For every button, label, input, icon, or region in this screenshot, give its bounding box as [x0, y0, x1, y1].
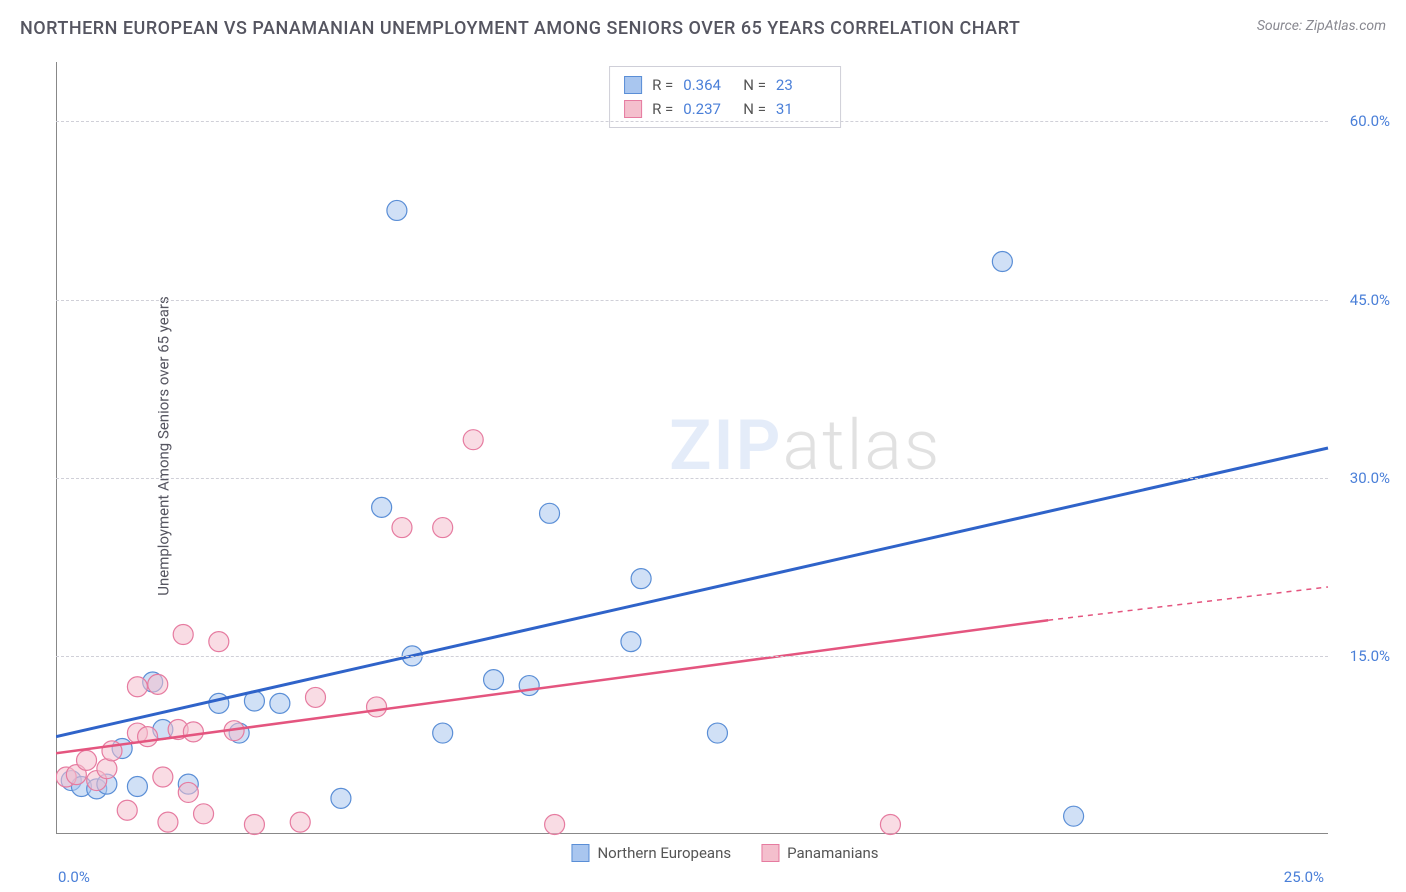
r-value-0: 0.364 [683, 73, 733, 97]
data-point [519, 676, 539, 696]
legend-label-1: Panamanians [787, 844, 878, 862]
legend-label-0: Northern Europeans [597, 844, 731, 862]
data-point [183, 722, 203, 742]
gridline [56, 121, 1328, 122]
data-point [540, 503, 560, 523]
swatch-bottom-0 [571, 844, 589, 862]
data-point [290, 812, 310, 832]
data-point [1064, 806, 1084, 826]
data-point [367, 697, 387, 717]
data-point [305, 687, 325, 707]
r-label: R = [652, 73, 673, 97]
data-point [372, 497, 392, 517]
data-point [158, 812, 178, 832]
correlation-legend: R = 0.364 N = 23 R = 0.237 N = 31 [609, 66, 841, 128]
scatter-plot-svg [56, 62, 1394, 862]
data-point [244, 814, 264, 834]
data-point [173, 624, 193, 644]
data-point [178, 782, 198, 802]
chart-title: NORTHERN EUROPEAN VS PANAMANIAN UNEMPLOY… [20, 18, 1020, 39]
y-tick: 30.0% [1350, 469, 1390, 487]
data-point [463, 430, 483, 450]
r-value-1: 0.237 [683, 97, 733, 121]
gridline [56, 656, 1328, 657]
data-point [127, 776, 147, 796]
data-point [270, 693, 290, 713]
chart-header: NORTHERN EUROPEAN VS PANAMANIAN UNEMPLOY… [0, 0, 1406, 49]
data-point [387, 200, 407, 220]
swatch-series-0 [624, 76, 642, 94]
data-point [153, 767, 173, 787]
y-tick: 15.0% [1350, 647, 1390, 665]
data-point [621, 632, 641, 652]
data-point [433, 518, 453, 538]
data-point [77, 750, 97, 770]
data-point [148, 674, 168, 694]
r-label: R = [652, 97, 673, 121]
gridline [56, 300, 1328, 301]
series-legend: Northern Europeans Panamanians [571, 844, 878, 862]
data-point [209, 632, 229, 652]
data-point [631, 569, 651, 589]
n-label: N = [743, 97, 766, 121]
n-label: N = [743, 73, 766, 97]
data-point [707, 723, 727, 743]
data-point [97, 759, 117, 779]
data-point [880, 814, 900, 834]
chart-area: ZIPatlas R = 0.364 N = 23 R = 0.237 N = … [56, 62, 1394, 862]
swatch-bottom-1 [761, 844, 779, 862]
legend-row-0: R = 0.364 N = 23 [624, 73, 826, 97]
legend-item-1: Panamanians [761, 844, 878, 862]
data-point [331, 788, 351, 808]
data-point [138, 727, 158, 747]
data-point [209, 693, 229, 713]
x-tick-left: 0.0% [58, 868, 90, 886]
gridline [56, 478, 1328, 479]
data-point [194, 804, 214, 824]
n-value-1: 31 [776, 97, 826, 121]
y-tick: 45.0% [1350, 291, 1390, 309]
data-point [433, 723, 453, 743]
data-point [117, 800, 137, 820]
swatch-series-1 [624, 100, 642, 118]
y-tick: 60.0% [1350, 112, 1390, 130]
data-point [127, 677, 147, 697]
trend-line [56, 620, 1048, 753]
x-tick-right: 25.0% [1284, 868, 1324, 886]
legend-row-1: R = 0.237 N = 31 [624, 97, 826, 121]
data-point [992, 252, 1012, 272]
data-point [484, 670, 504, 690]
legend-item-0: Northern Europeans [571, 844, 731, 862]
n-value-0: 23 [776, 73, 826, 97]
data-point [392, 518, 412, 538]
trend-line [56, 448, 1328, 737]
trend-line-extrapolated [1048, 587, 1328, 620]
chart-source: Source: ZipAtlas.com [1257, 18, 1386, 34]
data-point [545, 814, 565, 834]
